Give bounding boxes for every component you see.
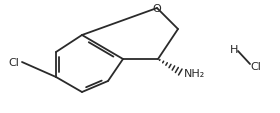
Text: NH₂: NH₂: [184, 68, 205, 78]
Text: H: H: [230, 45, 238, 54]
Text: O: O: [153, 4, 161, 14]
Text: Cl: Cl: [8, 58, 19, 67]
Text: Cl: Cl: [251, 61, 262, 71]
